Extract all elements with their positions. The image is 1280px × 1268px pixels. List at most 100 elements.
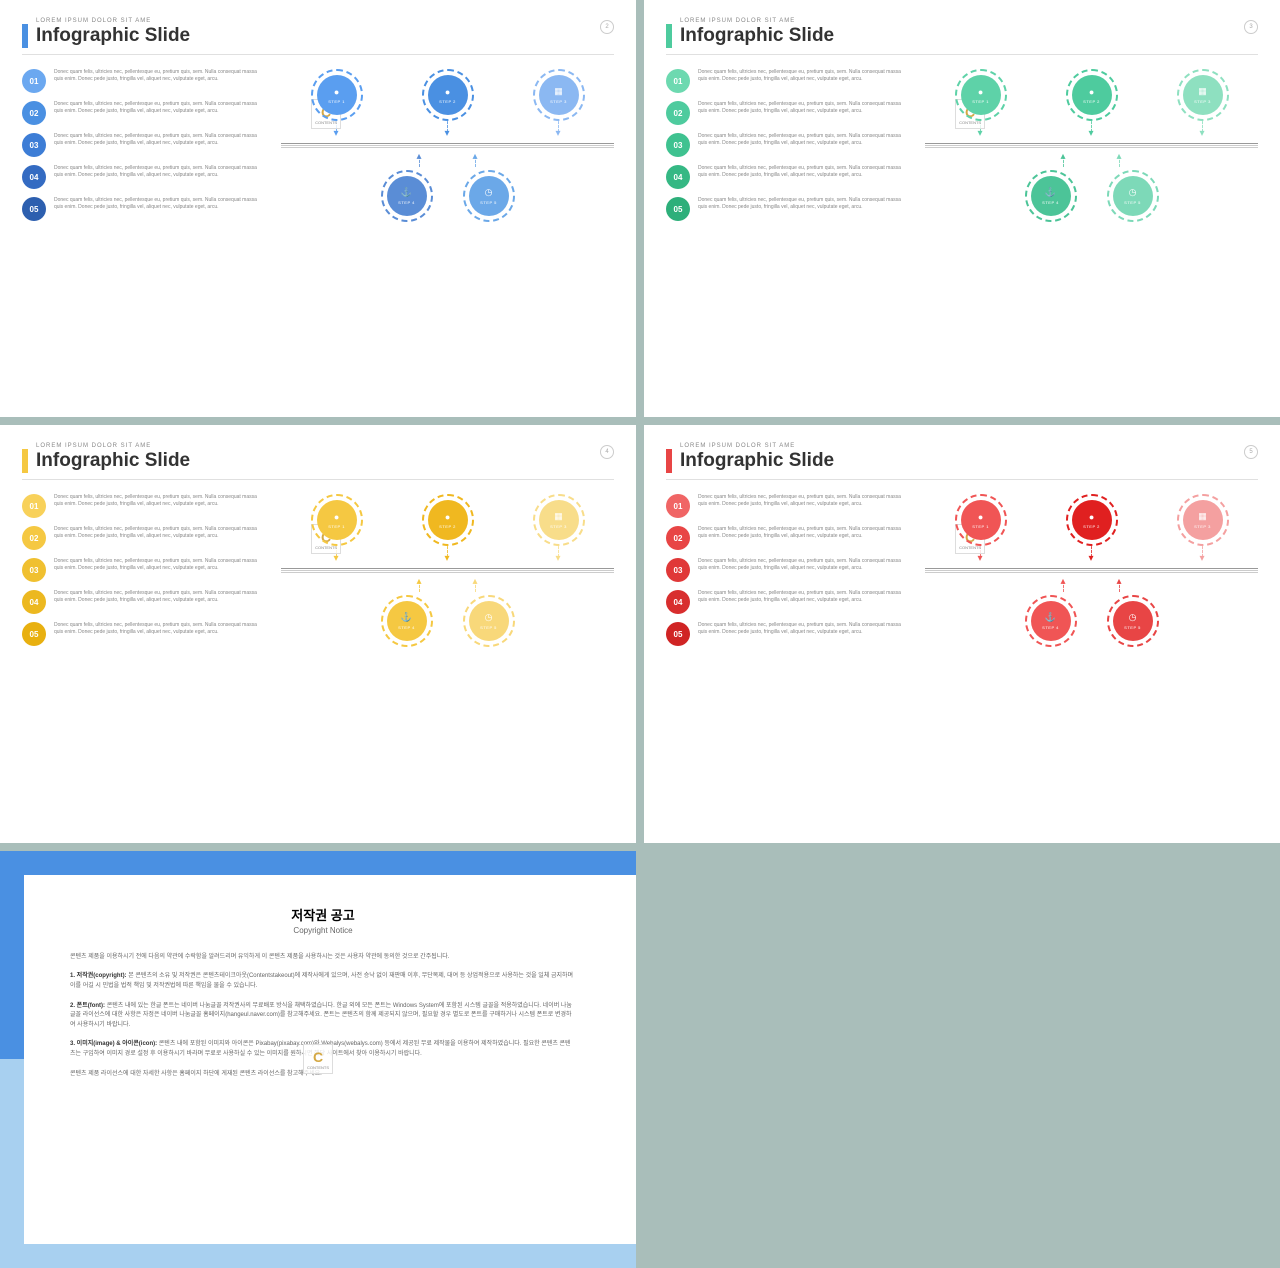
arrow-up-icon: ▴ ┆: [1117, 154, 1123, 166]
empty-cell: [644, 851, 1280, 1268]
list-item: 04Donec quam felis, ultricies nec, pelle…: [22, 590, 263, 614]
step-label: STEP 4: [1042, 625, 1059, 630]
list-item: 02 Donec quam felis, ultricies nec, pelle…: [22, 101, 263, 125]
item-text: Donec quam felis, ultricies nec, pellent…: [54, 558, 263, 572]
step-circle: ●STEP 1: [311, 69, 363, 121]
accent-bar: [666, 24, 672, 48]
step-circle: ▦STEP 3: [1177, 494, 1229, 546]
list-item: 01 Donec quam felis, ultricies nec, pelle…: [666, 494, 907, 518]
arrow-up-icon: ▴ ┆: [417, 579, 423, 591]
step-icon: ●: [978, 87, 983, 97]
step-label: STEP 5: [1124, 200, 1141, 205]
item-text: Donec quam felis, ultricies nec, pellent…: [54, 494, 263, 508]
item-text: Donec quam felis, ultricies nec, pellent…: [54, 526, 263, 540]
step-icon: ◷: [485, 612, 493, 623]
slide-title: Infographic Slide: [36, 25, 190, 47]
item-text: Donec quam felis, ultricies nec, pellent…: [698, 590, 907, 604]
list-item: 01Donec quam felis, ultricies nec, pelle…: [22, 494, 263, 518]
step-icon: ●: [334, 512, 339, 522]
step-circle: ●STEP 1: [955, 494, 1007, 546]
slide-number: 3: [1244, 20, 1258, 34]
number-circle: 04: [22, 590, 46, 614]
step-circle: ⚓STEP 4: [1025, 595, 1077, 647]
list-item: 03Donec quam felis, ultricies nec, pelle…: [22, 133, 263, 157]
step-circle: ⚓STEP 4: [1025, 170, 1077, 222]
step-diagram: CCONTENTS●STEP 1●STEP 2▦STEP 3┆ ▾┆ ▾┆ ▾▴…: [925, 69, 1258, 222]
slide-number: 2: [600, 20, 614, 34]
item-text: Donec quam felis, ultricies nec, pellent…: [54, 133, 263, 147]
copyright-paragraph: 1. 저작권(copyright): 본 콘텐츠의 소유 및 저작권은 콘텐츠테…: [70, 972, 576, 991]
number-circle: 04: [666, 165, 690, 189]
list-item: 02Donec quam felis, ultricies nec, pelle…: [666, 526, 907, 550]
number-circle: 04: [22, 165, 46, 189]
arrow-up-icon: ▴ ┆: [1061, 154, 1067, 166]
number-circle: 02: [22, 101, 46, 125]
step-circle: ◷ STEP 5: [463, 595, 515, 647]
item-text: Donec quam felis, ultricies nec, pellent…: [698, 133, 907, 147]
number-circle: 05: [22, 622, 46, 646]
step-icon: ●: [445, 512, 450, 522]
arrow-up-icon: ▴ ┆: [473, 154, 479, 166]
accent-bar: [22, 449, 28, 473]
list-item: 05 Donec quam felis, ultricies nec, pelle…: [22, 622, 263, 646]
step-label: STEP 5: [480, 625, 497, 630]
arrow-up-icon: ▴ ┆: [1061, 579, 1067, 591]
copyright-title: 저작권 공고: [70, 905, 576, 924]
step-circle: ◷ STEP 5: [1107, 595, 1159, 647]
step-label: STEP 3: [1194, 99, 1211, 104]
step-circle: ●STEP 2: [1066, 69, 1118, 121]
list-item: 03Donec quam felis, ultricies nec, pelle…: [22, 558, 263, 582]
list-item: 04Donec quam felis, ultricies nec, pelle…: [666, 165, 907, 189]
accent-bar: [22, 24, 28, 48]
step-icon: ⚓: [401, 612, 412, 623]
number-circle: 03: [666, 558, 690, 582]
step-icon: ◷: [1129, 612, 1137, 623]
arrow-down-icon: ┆ ▾: [445, 550, 451, 562]
number-circle: 01: [666, 69, 690, 93]
arrow-down-icon: ┆ ▾: [555, 125, 561, 137]
item-text: Donec quam felis, ultricies nec, pellent…: [54, 622, 263, 636]
step-label: STEP 5: [480, 200, 497, 205]
list-item: 03 Donec quam felis, ultricies nec, pelle…: [666, 558, 907, 582]
step-circle: ◷STEP 5: [1107, 170, 1159, 222]
watermark: CCONTENTS: [303, 1044, 333, 1074]
number-circle: 04: [666, 590, 690, 614]
step-label: STEP 2: [439, 524, 456, 529]
number-circle: 02: [666, 101, 690, 125]
step-label: STEP 3: [1194, 524, 1211, 529]
arrow-down-icon: ┆ ▾: [1089, 550, 1095, 562]
item-text: Donec quam felis, ultricies nec, pellent…: [698, 526, 907, 540]
item-text: Donec quam felis, ultricies nec, pellent…: [54, 197, 263, 211]
step-circle: ▦STEP 3: [1177, 69, 1229, 121]
item-text: Donec quam felis, ultricies nec, pellent…: [54, 101, 263, 115]
arrow-up-icon: ▴ ┆: [1117, 579, 1123, 591]
step-label: STEP 3: [550, 524, 567, 529]
step-label: STEP 1: [328, 99, 345, 104]
copyright-slide: CCONTENTS저작권 공고Copyright Notice콘텐츠 제품을 이…: [0, 851, 636, 1268]
step-label: STEP 5: [1124, 625, 1141, 630]
step-label: STEP 2: [1083, 524, 1100, 529]
step-label: STEP 1: [972, 99, 989, 104]
item-text: Donec quam felis, ultricies nec, pellent…: [698, 101, 907, 115]
item-text: Donec quam felis, ultricies nec, pellent…: [698, 622, 907, 636]
infographic-slide: 3LOREM IPSUM DOLOR SIT AMEInfographic Sl…: [644, 0, 1280, 417]
step-icon: ●: [445, 87, 450, 97]
step-icon: ●: [1089, 512, 1094, 522]
arrow-down-icon: ┆ ▾: [1199, 125, 1205, 137]
number-circle: 01: [666, 494, 690, 518]
slide-title: Infographic Slide: [36, 450, 190, 472]
copyright-paragraph: 콘텐츠 제품을 이용하시기 전에 다음의 약관에 수락함을 알려드리며 유익하게…: [70, 953, 576, 963]
item-text: Donec quam felis, ultricies nec, pellent…: [54, 69, 263, 83]
number-circle: 05: [22, 197, 46, 221]
list-item: 05Donec quam felis, ultricies nec, pelle…: [666, 622, 907, 646]
slide-title: Infographic Slide: [680, 450, 834, 472]
step-circle: ▦ STEP 3: [533, 494, 585, 546]
list-item: 01Donec quam felis, ultricies nec, pelle…: [666, 69, 907, 93]
list-item: 02 Donec quam felis, ultricies nec, pelle…: [666, 101, 907, 125]
arrow-down-icon: ┆ ▾: [555, 550, 561, 562]
accent-bar: [666, 449, 672, 473]
item-text: Donec quam felis, ultricies nec, pellent…: [698, 558, 907, 572]
number-circle: 01: [22, 69, 46, 93]
item-text: Donec quam felis, ultricies nec, pellent…: [698, 494, 907, 508]
step-icon: ▦: [554, 511, 563, 522]
